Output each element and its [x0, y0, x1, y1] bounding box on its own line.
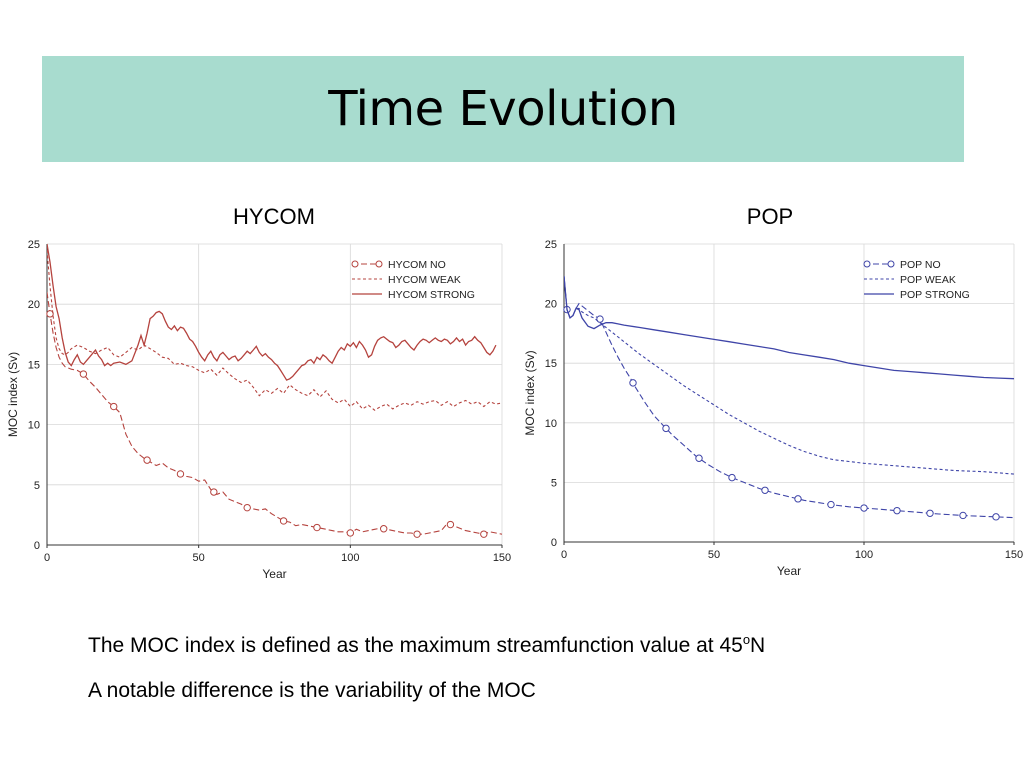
series-marker [279, 517, 288, 525]
series-marker [243, 503, 251, 512]
note-text-end: N [750, 634, 766, 657]
series-marker [860, 504, 868, 512]
series-marker [480, 530, 488, 538]
x-tick-label: 100 [341, 552, 359, 564]
legend-marker [351, 260, 359, 268]
degree-superscript: o [742, 632, 751, 647]
x-tick-label: 50 [193, 552, 205, 564]
series-marker [662, 424, 670, 433]
y-tick-label: 20 [545, 299, 557, 311]
series-marker [761, 486, 769, 494]
y-tick-label: 15 [28, 359, 40, 371]
series-marker [728, 473, 736, 482]
y-tick-label: 0 [34, 540, 40, 552]
y-tick-label: 15 [545, 358, 557, 370]
series-marker [794, 495, 802, 503]
series-marker [413, 530, 421, 538]
x-tick-label: 0 [44, 552, 50, 564]
series-marker [893, 506, 901, 515]
series-marker [926, 509, 934, 517]
x-tick-label: 50 [708, 549, 720, 561]
series-marker [380, 525, 388, 533]
x-tick-label: 100 [855, 549, 873, 561]
legend-label: HYCOM NO [388, 259, 446, 271]
series-marker [446, 520, 455, 529]
series-line-pop-no [564, 276, 1014, 519]
y-tick-label: 5 [551, 477, 557, 489]
legend-label: POP NO [900, 259, 941, 271]
legend-label: POP WEAK [900, 274, 956, 286]
series-marker [79, 370, 88, 378]
y-tick-label: 25 [545, 239, 557, 251]
legend-marker [863, 260, 871, 268]
series-marker [210, 488, 218, 496]
y-tick-label: 10 [28, 420, 40, 432]
y-axis-label: MOC index (Sv) [523, 350, 537, 435]
legend-marker [887, 260, 895, 268]
series-marker [176, 470, 185, 478]
y-tick-label: 25 [28, 239, 40, 251]
pop-chart: 0 50 100 150 0 5 10 15 20 25 Year MOC index (Sv) POP… [523, 239, 1023, 578]
variability-note: A notable difference is the variability … [88, 679, 536, 702]
series-marker [143, 456, 151, 464]
series-marker [313, 523, 321, 532]
series-marker [959, 511, 967, 520]
series-line-hycom-strong [47, 243, 497, 381]
moc-definition-note: The MOC index is defined as the maximum … [88, 632, 765, 658]
legend-marker [375, 260, 383, 268]
hycom-chart-heading: HYCOM [233, 204, 315, 229]
hycom-chart: 0 50 100 150 0 5 10 15 20 25 Year MOC index (Sv) HYC… [6, 239, 511, 581]
series-marker [695, 454, 703, 462]
pop-chart-heading: POP [746, 204, 794, 229]
series-marker [110, 402, 118, 411]
x-tick-label: 0 [561, 549, 567, 561]
y-tick-label: 10 [545, 418, 557, 430]
x-axis-label: Year [262, 567, 286, 581]
series-marker [346, 529, 355, 537]
legend-label: POP STRONG [900, 289, 970, 301]
title-banner: Time Evolution [42, 56, 964, 162]
x-axis-label: Year [777, 564, 801, 578]
legend-label: HYCOM STRONG [388, 289, 475, 301]
y-axis-label: MOC index (Sv) [6, 352, 20, 437]
series-line-hycom-no [47, 292, 502, 535]
y-tick-label: 20 [28, 299, 40, 311]
series-line-pop-weak [564, 276, 1014, 475]
x-tick-label: 150 [1005, 549, 1023, 561]
x-tick-label: 150 [493, 552, 511, 564]
y-tick-label: 5 [34, 480, 40, 492]
series-marker [629, 379, 637, 387]
note-text: The MOC index is defined as the maximum … [88, 634, 743, 657]
series-marker [827, 500, 835, 509]
series-marker [596, 315, 604, 323]
legend-label: HYCOM WEAK [388, 274, 461, 286]
series-line-pop-strong [564, 276, 1014, 380]
slide-title: Time Evolution [328, 81, 678, 137]
series-line-hycom-weak [47, 249, 502, 411]
series-marker [46, 310, 54, 318]
series-marker [992, 513, 1000, 521]
y-tick-label: 0 [551, 537, 557, 549]
